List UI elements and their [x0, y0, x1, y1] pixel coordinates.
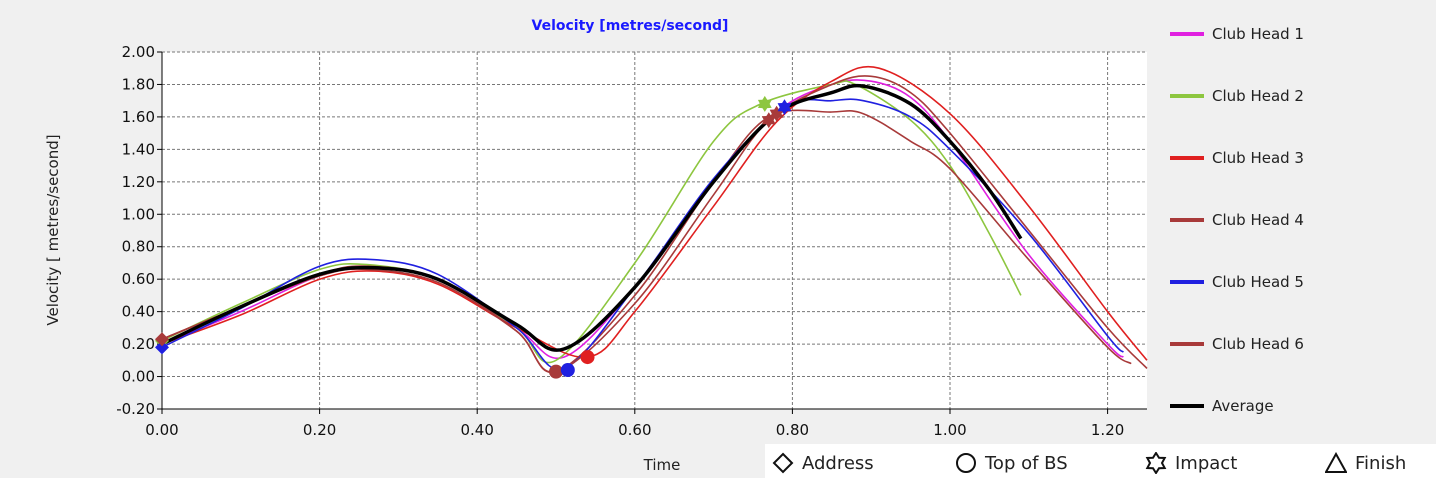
y-tick-label: 0.80	[122, 238, 155, 256]
y-tick-label: -0.20	[116, 400, 155, 418]
legend-item: Club Head 1	[1155, 22, 1304, 46]
x-tick-label: 1.20	[1091, 421, 1124, 439]
legend-label: Club Head 5	[1212, 273, 1304, 291]
chart-title: Velocity [metres/second]	[532, 18, 729, 34]
legend-label: Average	[1212, 397, 1274, 415]
x-tick-label: 0.20	[303, 421, 336, 439]
velocity-chart: Velocity [metres/second] -0.20 0.00 0.20 0.…	[44, 18, 1148, 474]
marker-legend-label: Finish	[1355, 452, 1407, 474]
x-tick-label: 0.60	[618, 421, 651, 439]
address-marker	[155, 340, 169, 355]
marker-legend-label: Address	[802, 452, 874, 474]
legend-item: Club Head 4	[1155, 208, 1304, 232]
legend-swatch	[1170, 280, 1204, 284]
legend-item: Club Head 6	[1155, 332, 1304, 356]
x-tick-label: 1.00	[933, 421, 966, 439]
y-tick-label: 1.40	[122, 140, 155, 158]
series-line-average	[161, 83, 1023, 352]
chart-panel: Velocity [metres/second] -0.20 0.00 0.20 0.…	[0, 0, 1436, 478]
y-axis-title: Velocity [ metres/second]	[44, 134, 62, 325]
legend-label: Club Head 3	[1212, 149, 1304, 167]
impact-marker	[777, 99, 792, 116]
y-tick-label: 1.00	[122, 205, 155, 223]
y-tick-label: 0.20	[122, 335, 155, 353]
x-tick-label: 0.80	[776, 421, 809, 439]
marker-legend-item: Top of BS	[955, 452, 1068, 474]
legend-label: Club Head 6	[1212, 335, 1304, 353]
x-tick-label: 0.00	[145, 421, 178, 439]
top-of-bs-marker	[580, 350, 595, 365]
legend-label: Club Head 2	[1212, 87, 1304, 105]
legend-swatch	[1170, 156, 1204, 160]
y-tick-label: 0.00	[122, 368, 155, 386]
y-tick-label: 1.60	[122, 108, 155, 126]
series-line-club-head-2	[161, 80, 1022, 364]
legend-item: Club Head 3	[1155, 146, 1304, 170]
impact-marker	[757, 95, 772, 112]
impact-icon	[1145, 452, 1167, 474]
marker-legend-item: Address	[772, 452, 874, 474]
legend-label: Club Head 1	[1212, 25, 1304, 43]
series-line-club-head-3	[161, 65, 1148, 361]
axes: -0.20 0.00 0.20 0.40 0.60 0.80 1.00 1.20 1.40 1.6…	[116, 43, 1147, 439]
legend-swatch	[1170, 32, 1204, 36]
marker-legend-label: Top of BS	[985, 452, 1068, 474]
top-of-bs-marker	[560, 363, 575, 378]
y-tick-label: 2.00	[122, 43, 155, 61]
marker-legend-item: Impact	[1145, 452, 1237, 474]
legend-swatch	[1170, 342, 1204, 346]
legend-item: Club Head 5	[1155, 270, 1304, 294]
top-of-bs-marker	[549, 364, 563, 379]
y-tick-label: 0.40	[122, 303, 155, 321]
address-marker	[155, 332, 169, 347]
y-tick-label: 1.20	[122, 173, 155, 191]
marker-legend: Address Top of BS Impact Finish	[765, 444, 1446, 486]
legend-swatch	[1170, 404, 1204, 408]
legend-swatch	[1170, 218, 1204, 222]
series-lines	[161, 65, 1148, 374]
marker-legend-item: Finish	[1325, 452, 1406, 474]
legend-swatch	[1170, 94, 1204, 98]
address-icon	[772, 452, 794, 474]
legend-item: Club Head 2	[1155, 84, 1304, 108]
top-of-bs-icon	[956, 453, 976, 473]
legend-label: Club Head 4	[1212, 211, 1304, 229]
x-axis-title: Time	[643, 456, 681, 474]
x-tick-label: 0.40	[460, 421, 493, 439]
legend-item: Average	[1155, 394, 1274, 418]
y-tick-label: 0.60	[122, 270, 155, 288]
plot-area	[162, 52, 1147, 409]
finish-icon	[1325, 452, 1347, 473]
y-tick-label: 1.80	[122, 75, 155, 93]
marker-legend-label: Impact	[1175, 452, 1238, 474]
event-markers	[155, 95, 792, 379]
